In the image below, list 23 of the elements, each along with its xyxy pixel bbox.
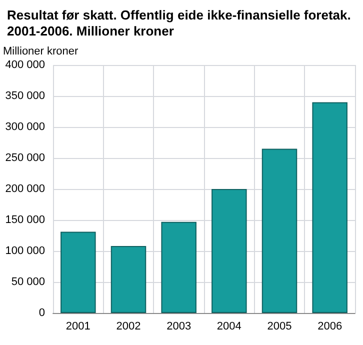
y-tick-label: 250 000 [5, 152, 45, 164]
bar [262, 148, 298, 313]
bar [161, 222, 196, 313]
bar [60, 232, 96, 313]
x-tick-label: 2002 [116, 320, 141, 332]
y-tick-label: 0 [38, 307, 45, 319]
y-axis-title: Millioner kroner [3, 46, 79, 58]
y-tick-label: 200 000 [5, 183, 45, 195]
bar [110, 246, 146, 313]
x-tick-label: 2006 [318, 320, 342, 332]
chart-title: Resultat før skatt. Offentlig eide ikke-finansielle foretak. 2001-2006. Millioner kroner [7, 8, 351, 38]
y-tick-label: 100 000 [5, 245, 45, 257]
bar [312, 102, 348, 313]
y-tick-label: 350 000 [5, 90, 45, 102]
bar [212, 189, 247, 313]
x-tick-label: 2003 [166, 320, 192, 332]
y-tick-label: 400 000 [5, 59, 45, 71]
x-tick-label: 2001 [66, 320, 90, 332]
x-tick-label: 2004 [216, 320, 242, 332]
y-tick-label: 50 000 [11, 276, 45, 288]
x-tick-label: 2005 [267, 320, 292, 332]
y-tick-label: 300 000 [5, 121, 45, 133]
y-tick-label: 150 000 [5, 214, 45, 226]
